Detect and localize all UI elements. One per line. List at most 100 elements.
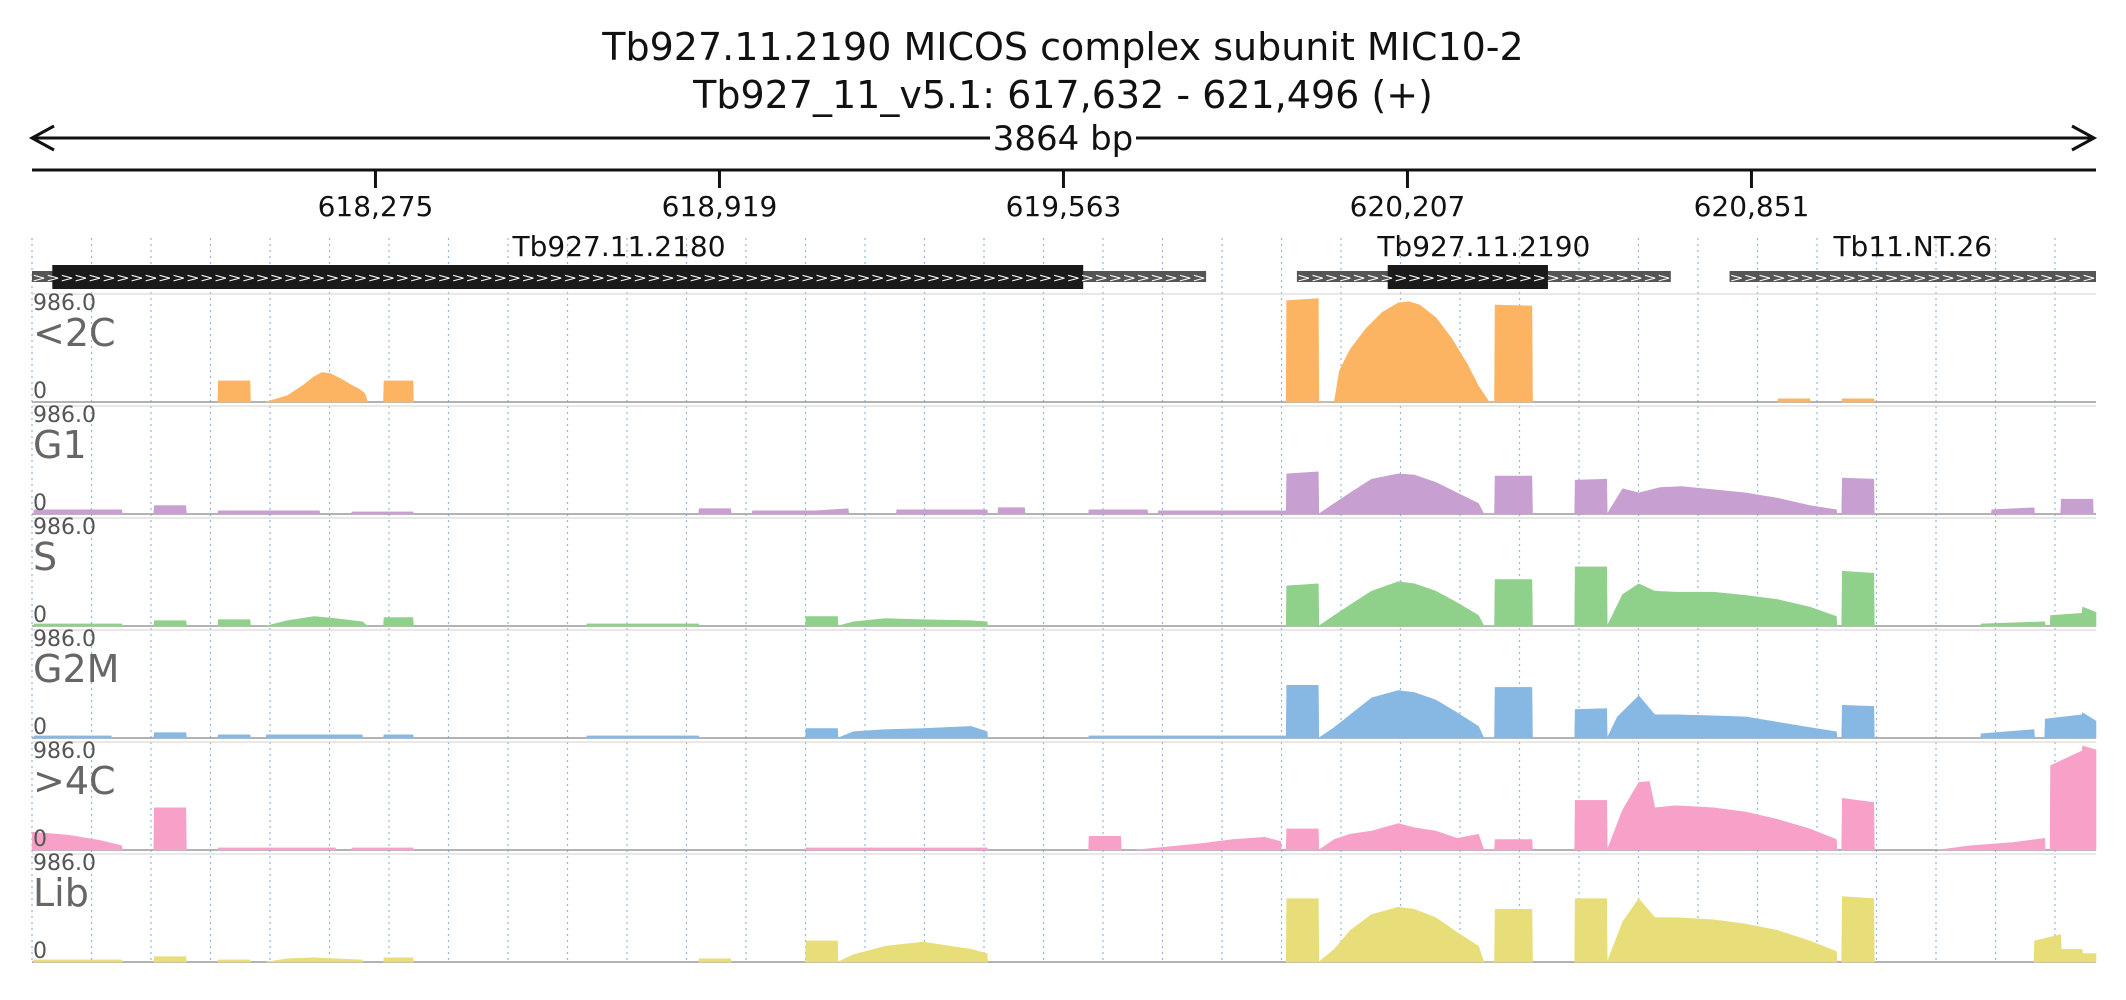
coverage-area <box>1841 797 1875 851</box>
gene-strand-arrows: >>>>>>>>>>>>>>>>>>>>>>>>>>>>>>>>>>>>>>>>… <box>32 271 1206 285</box>
coverage-area <box>1980 729 2035 739</box>
span-indicator: 3864 bp <box>28 118 2098 159</box>
coverage-area <box>1285 298 1533 403</box>
coverage-area <box>1574 566 1838 627</box>
coverage-area <box>698 508 732 515</box>
coverage-area <box>1980 621 2046 627</box>
coverage-area <box>751 508 850 515</box>
span-arrow-right <box>2071 124 2098 152</box>
coverage-area <box>2049 745 2097 851</box>
gene-cds <box>52 265 1084 289</box>
coverage-area <box>33 959 123 963</box>
coverage-area <box>1574 478 1838 516</box>
coverage-area <box>2060 498 2094 515</box>
span-label: 3864 bp <box>993 119 1134 159</box>
coverage-area <box>805 616 988 627</box>
coverage-track: 986.0 0 G2M <box>32 627 2097 740</box>
coverage-area <box>217 959 251 963</box>
track-name: G2M <box>33 647 119 691</box>
y-max-label: 986.0 <box>33 291 96 316</box>
coverage-area <box>1574 898 1838 963</box>
coverage-area <box>1285 579 1533 627</box>
coverage-area <box>1285 898 1533 963</box>
y-min-label: 0 <box>33 939 47 964</box>
coverage-area <box>2044 712 2097 739</box>
coverage-tracks: 986.00<2C986.00G1986.00S986.00G2M986.00>… <box>31 291 2097 964</box>
coverage-area <box>153 732 187 739</box>
y-max-label: 986.0 <box>33 627 96 652</box>
coverage-track: 986.0 0 >4C <box>31 739 2097 852</box>
coverage-area <box>1136 836 1282 851</box>
span-arrow-left <box>28 124 55 152</box>
y-max-label: 986.0 <box>33 403 96 428</box>
coverage-area <box>383 617 414 627</box>
coverage-area <box>895 509 988 515</box>
coverage-track: 986.0 0 <2C <box>32 291 2096 404</box>
coverage-area <box>698 958 732 963</box>
coverage-area <box>805 940 988 963</box>
span-label-background <box>990 118 1136 158</box>
gridlines <box>31 238 2056 964</box>
gene-utr <box>1729 271 2096 282</box>
coverage-area <box>1574 781 1838 851</box>
coverage-area <box>805 847 988 851</box>
coverage-area <box>2033 934 2097 963</box>
tick-label: 618,275 <box>318 190 434 223</box>
coverage-area <box>1841 398 1875 403</box>
coverage-area <box>265 734 363 739</box>
coverage-area <box>217 734 251 739</box>
coverage-area <box>1841 570 1875 627</box>
coverage-area <box>1574 695 1838 739</box>
coverage-track: 986.0 0 Lib <box>32 851 2097 964</box>
coverage-area <box>217 619 251 627</box>
coverage-area <box>1937 838 2046 851</box>
track-name: <2C <box>33 311 116 355</box>
coverage-area <box>586 623 700 627</box>
chart-title: Tb927.11.2190 MICOS complex subunit MIC1… <box>601 25 1523 69</box>
gene-label: Tb927.11.2180 <box>512 230 726 263</box>
coverage-area <box>1777 398 1811 403</box>
coverage-area <box>1285 471 1533 515</box>
coverage-area <box>217 847 337 851</box>
tick-label: 620,851 <box>1694 190 1810 223</box>
gene-label: Tb927.11.2190 <box>1376 230 1590 263</box>
chart-subtitle: Tb927_11_v5.1: 617,632 - 621,496 (+) <box>692 73 1433 117</box>
coverage-area <box>997 507 1026 515</box>
y-min-label: 0 <box>33 603 47 628</box>
coverage-area <box>1285 823 1533 851</box>
gene-strand-arrows: >>>>>>>>>>>>>>>>>>>>>>>>>>> <box>1297 271 1671 285</box>
coverage-area <box>265 616 369 627</box>
coverage-area <box>217 510 321 515</box>
coverage-area <box>805 726 988 739</box>
coverage-area <box>1088 509 1149 515</box>
gene-cds <box>1387 265 1548 289</box>
coverage-area <box>153 620 187 627</box>
coverage-area <box>586 735 700 739</box>
y-min-label: 0 <box>33 827 47 852</box>
coverage-area <box>153 505 187 515</box>
coverage-area <box>351 511 414 515</box>
coverage-area <box>383 380 414 403</box>
coverage-area <box>1841 704 1875 739</box>
gene-label: Tb11.NT.26 <box>1832 230 1992 263</box>
y-max-label: 986.0 <box>33 851 96 876</box>
gene-strand-arrows: >>>>>>>>>>>>>>>>>>>>>>>>>> <box>1730 271 2096 285</box>
coverage-track: 986.0 0 G1 <box>32 403 2096 516</box>
coverage-area <box>1990 507 2035 515</box>
y-max-label: 986.0 <box>33 739 96 764</box>
coverage-area <box>1285 685 1533 739</box>
coverage-area <box>1157 510 1288 515</box>
coverage-area <box>1841 477 1875 515</box>
coverage-track: 986.0 0 S <box>32 515 2097 628</box>
coverage-area <box>383 957 414 963</box>
y-max-label: 986.0 <box>33 515 96 540</box>
coverage-area <box>265 372 368 403</box>
ruler-ticks: 618,275 618,919 619,563 620,207 620,851 <box>318 170 1810 223</box>
tick-label: 619,563 <box>1006 190 1122 223</box>
track-name: Lib <box>33 871 89 915</box>
coverage-area <box>217 380 251 403</box>
tick-label: 618,919 <box>662 190 778 223</box>
coverage-area <box>33 509 123 515</box>
coverage-area <box>1841 896 1875 963</box>
